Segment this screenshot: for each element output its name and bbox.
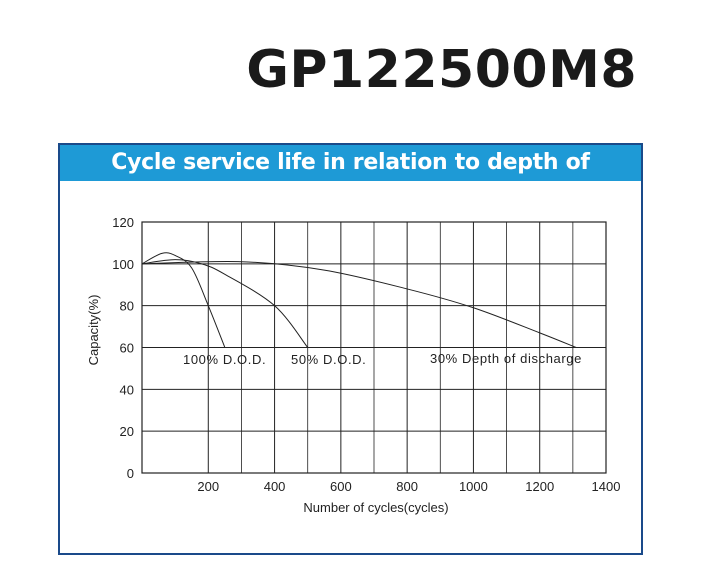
y-axis-label: Capacity(%) xyxy=(86,295,101,366)
tick-labels: 0 20 40 60 80 100 120 200 400 600 800 1000 1200 1400 xyxy=(112,215,620,494)
y-tick-label: 120 xyxy=(112,215,134,230)
chart-title: Cycle service life in relation to depth … xyxy=(60,145,641,211)
grid-lines xyxy=(141,221,607,474)
x-tick-label: 400 xyxy=(264,479,286,494)
y-tick-label: 40 xyxy=(120,382,134,397)
y-tick-label: 0 xyxy=(127,466,134,481)
y-tick-label: 100 xyxy=(112,257,134,272)
series-line-2 xyxy=(141,261,577,348)
series-label-50-dod: 50% D.O.D. xyxy=(291,352,366,367)
x-tick-label: 600 xyxy=(330,479,352,494)
series-label-100-dod: 100% D.O.D. xyxy=(183,352,266,367)
x-tick-label: 200 xyxy=(197,479,219,494)
series-label-30-dod: 30% Depth of discharge xyxy=(430,351,582,366)
series-line-1 xyxy=(141,259,309,348)
x-tick-label: 1400 xyxy=(592,479,621,494)
x-tick-label: 800 xyxy=(396,479,418,494)
x-tick-label: 1200 xyxy=(525,479,554,494)
x-tick-label: 1000 xyxy=(459,479,488,494)
model-title: GP122500M8 xyxy=(246,40,637,100)
y-tick-label: 20 xyxy=(120,424,134,439)
series-lines xyxy=(141,252,577,348)
y-tick-label: 60 xyxy=(120,341,134,356)
series-line-0 xyxy=(141,252,226,348)
y-tick-label: 80 xyxy=(120,299,134,314)
x-axis-label: Number of cycles(cycles) xyxy=(303,500,448,515)
chart-panel: Cycle service life in relation to depth … xyxy=(58,143,643,555)
